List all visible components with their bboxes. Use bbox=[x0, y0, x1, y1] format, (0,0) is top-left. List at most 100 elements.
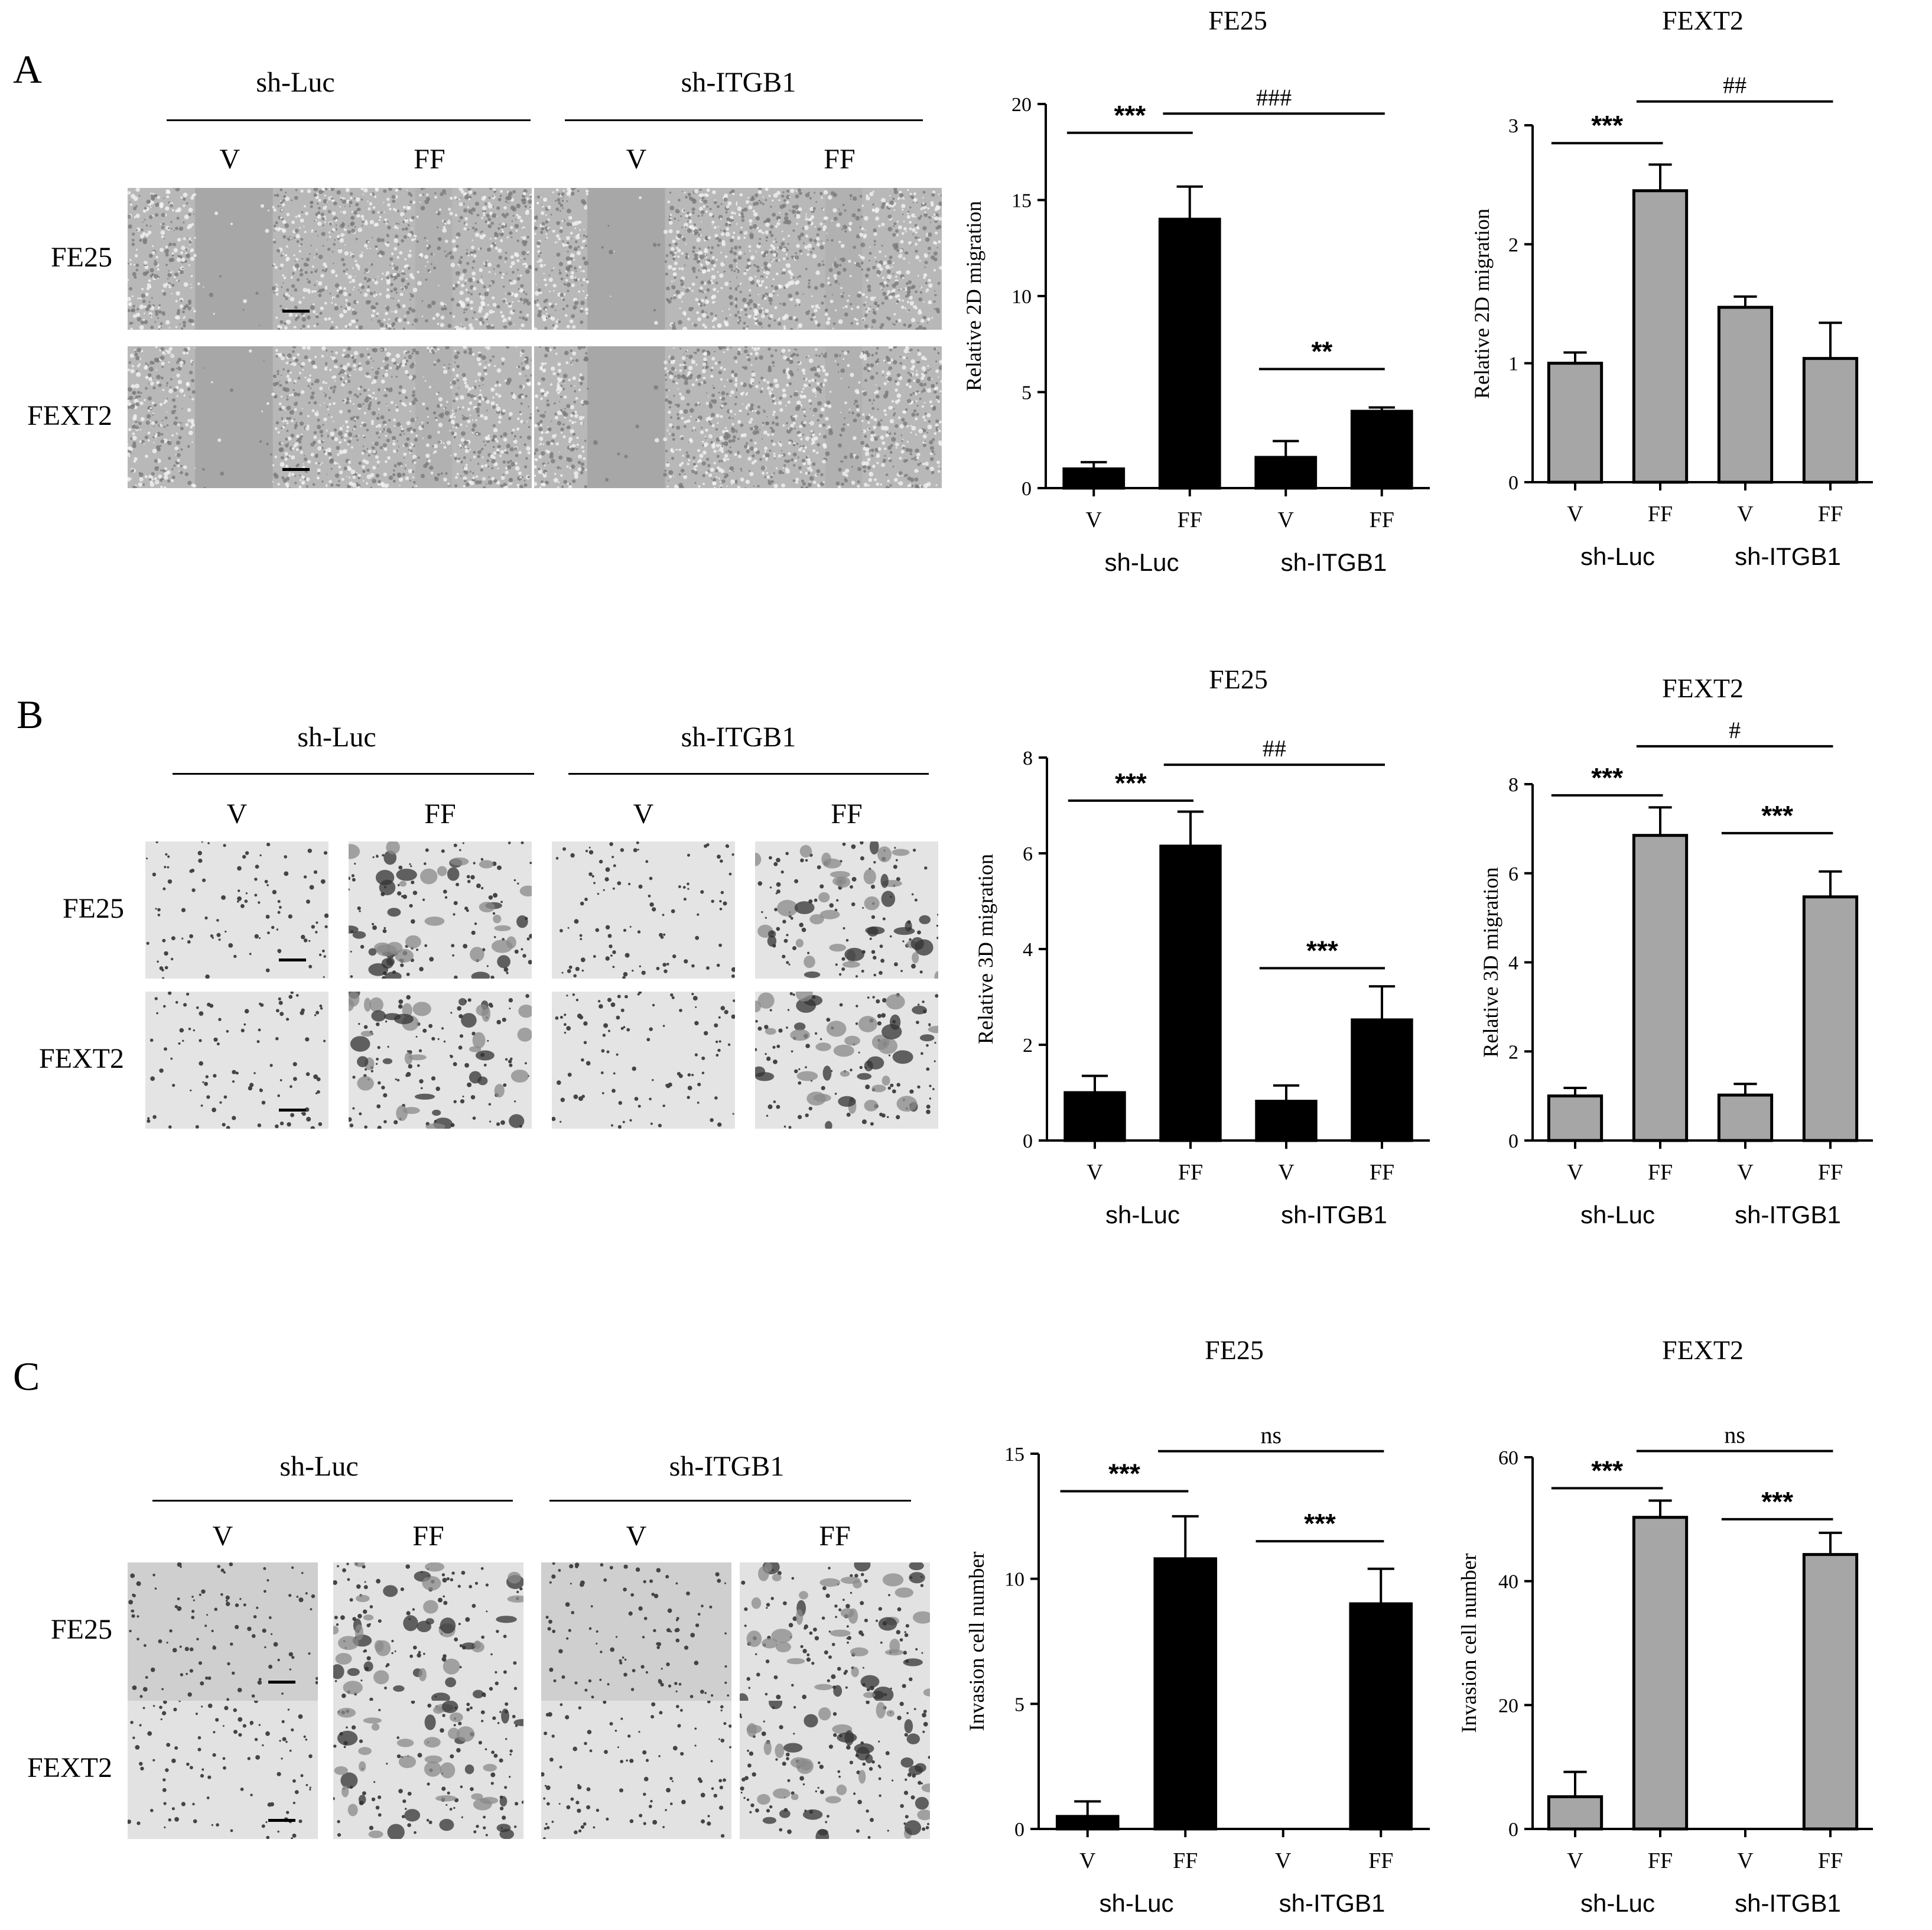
category-label: V bbox=[1087, 1160, 1103, 1185]
row-label: FE25 bbox=[50, 242, 112, 273]
y-tick-label: 20 bbox=[1498, 1695, 1518, 1717]
group-label: sh-ITGB1 bbox=[681, 722, 796, 753]
group-label: sh-Luc bbox=[1580, 1889, 1655, 1917]
category-label: V bbox=[1086, 508, 1102, 532]
significance-label: ## bbox=[1723, 72, 1746, 99]
micrograph bbox=[145, 992, 328, 1129]
bar bbox=[1547, 1795, 1604, 1831]
group-label: sh-Luc bbox=[256, 67, 335, 98]
group-label: sh-ITGB1 bbox=[669, 1451, 785, 1482]
y-tick-label: 0 bbox=[1014, 1819, 1024, 1841]
y-tick-label: 15 bbox=[1004, 1444, 1024, 1466]
y-tick-label: 0 bbox=[1508, 1819, 1518, 1841]
y-tick-label: 5 bbox=[1022, 382, 1032, 404]
group-label: sh-ITGB1 bbox=[1281, 1201, 1387, 1229]
category-label: V bbox=[1278, 1160, 1294, 1185]
significance-label: ** bbox=[1311, 336, 1332, 367]
group-label: sh-ITGB1 bbox=[1281, 548, 1387, 576]
category-label: FF bbox=[1818, 502, 1843, 527]
significance-label: *** bbox=[1761, 1486, 1793, 1517]
y-tick-label: 3 bbox=[1508, 115, 1518, 137]
group-label: sh-Luc bbox=[297, 722, 376, 753]
significance-label: *** bbox=[1115, 768, 1147, 798]
category-label: FF bbox=[1648, 1848, 1673, 1873]
scale-bar bbox=[282, 468, 310, 471]
y-axis-label: Relative 2D migration bbox=[1470, 209, 1494, 399]
significance-label: *** bbox=[1114, 100, 1146, 131]
bar bbox=[1350, 410, 1413, 490]
group-line bbox=[568, 773, 929, 775]
y-tick-label: 15 bbox=[1011, 190, 1032, 212]
significance-label: *** bbox=[1306, 935, 1338, 966]
row-label: FEXT2 bbox=[39, 1043, 124, 1074]
condition-label: V bbox=[226, 798, 248, 830]
micrograph bbox=[552, 992, 735, 1129]
y-tick-label: 60 bbox=[1498, 1447, 1518, 1469]
y-axis-label: Invasion cell number bbox=[965, 1552, 988, 1731]
significance-label: ns bbox=[1724, 1422, 1745, 1448]
category-label: V bbox=[1079, 1848, 1096, 1873]
micrograph bbox=[541, 1701, 731, 1839]
significance-label: *** bbox=[1591, 1455, 1623, 1486]
bar bbox=[1063, 1091, 1126, 1142]
row-label: FE25 bbox=[62, 893, 124, 924]
micrograph bbox=[534, 188, 739, 330]
condition-label: FF bbox=[424, 798, 456, 830]
condition-label: V bbox=[626, 144, 647, 175]
category-label: V bbox=[1737, 502, 1754, 527]
panel-letter-a: A bbox=[13, 47, 43, 92]
condition-label: V bbox=[633, 798, 654, 830]
chart-title: FE25 bbox=[1208, 5, 1267, 35]
bar bbox=[1632, 189, 1689, 484]
bar bbox=[1632, 834, 1689, 1142]
significance-label: ns bbox=[1260, 1422, 1282, 1448]
y-tick-label: 4 bbox=[1023, 939, 1033, 961]
y-tick-label: 6 bbox=[1023, 843, 1033, 865]
category-label: FF bbox=[1370, 1160, 1394, 1185]
chart-title: FE25 bbox=[1209, 664, 1268, 694]
category-label: FF bbox=[1648, 1160, 1673, 1185]
scale-bar bbox=[279, 1109, 306, 1112]
significance-label: ### bbox=[1256, 84, 1292, 111]
micrograph bbox=[145, 841, 328, 979]
y-tick-label: 0 bbox=[1508, 1130, 1518, 1152]
category-label: FF bbox=[1370, 508, 1394, 532]
group-line bbox=[549, 1500, 911, 1502]
bar bbox=[1254, 456, 1318, 490]
y-tick-label: 0 bbox=[1022, 478, 1032, 500]
condition-label: FF bbox=[412, 1520, 444, 1552]
micrograph bbox=[333, 1701, 523, 1839]
y-tick-label: 10 bbox=[1011, 286, 1032, 308]
group-line bbox=[167, 119, 531, 121]
group-label: sh-Luc bbox=[1580, 542, 1655, 570]
y-tick-label: 0 bbox=[1508, 472, 1518, 494]
significance-label: *** bbox=[1304, 1508, 1336, 1539]
condition-label: FF bbox=[831, 798, 863, 830]
micrograph bbox=[327, 346, 532, 488]
group-line bbox=[173, 773, 534, 775]
category-label: FF bbox=[1818, 1160, 1843, 1185]
y-tick-label: 4 bbox=[1508, 953, 1518, 974]
group-label: sh-ITGB1 bbox=[1735, 1201, 1841, 1229]
group-label: sh-Luc bbox=[1580, 1201, 1655, 1229]
significance-label: *** bbox=[1591, 110, 1623, 141]
bar bbox=[1159, 844, 1222, 1142]
category-label: FF bbox=[1178, 1160, 1203, 1185]
panel-letter-c: C bbox=[13, 1354, 40, 1399]
group-label: sh-Luc bbox=[1105, 1201, 1180, 1229]
category-label: V bbox=[1278, 508, 1294, 532]
group-line bbox=[565, 119, 923, 121]
micrograph bbox=[327, 188, 532, 330]
micrograph bbox=[128, 188, 332, 330]
scale-bar bbox=[268, 1681, 295, 1684]
y-axis-label: Relative 3D migration bbox=[974, 854, 997, 1044]
chart-title: FEXT2 bbox=[1662, 673, 1744, 703]
category-label: FF bbox=[1173, 1848, 1198, 1873]
micrograph bbox=[541, 1562, 731, 1701]
group-label: sh-ITGB1 bbox=[1279, 1889, 1385, 1917]
group-line bbox=[152, 1500, 513, 1502]
significance-label: *** bbox=[1108, 1458, 1140, 1489]
y-tick-label: 6 bbox=[1508, 863, 1518, 885]
row-label: FEXT2 bbox=[27, 400, 112, 431]
category-label: V bbox=[1737, 1160, 1754, 1185]
